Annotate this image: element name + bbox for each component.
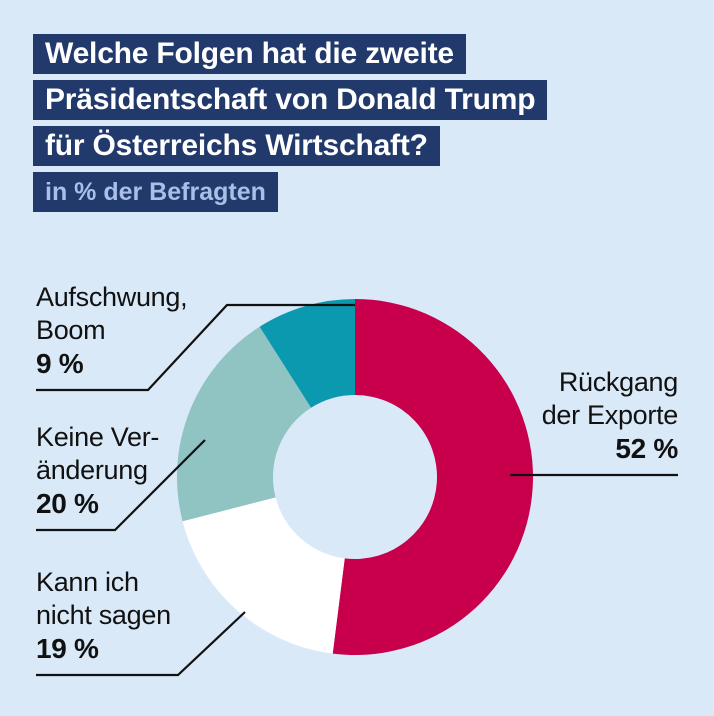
title-block: Welche Folgen hat die zweite Präsidentsc… [33,34,548,212]
leader-line-boom [36,303,355,392]
label-boom-pct: 9 % [36,348,84,379]
title-line-1: Welche Folgen hat die zweite [33,34,466,74]
slice-boom [259,299,355,408]
subtitle: in % der Befragten [33,172,278,212]
donut-slices [176,299,533,656]
label-exports-pct: 52 % [615,433,678,464]
label-nochange: Keine Ver- änderung 20 % [36,421,159,520]
leader-line-nochange [36,439,206,532]
label-boom: Aufschwung, Boom 9 % [36,281,188,380]
leader-lines [36,303,678,677]
label-exports-text: Rückgang der Exporte [541,367,679,430]
label-unsure-pct: 19 % [36,633,99,664]
label-nochange-text: Keine Ver- änderung [36,422,160,485]
slice-nochange [176,326,312,522]
label-nochange-pct: 20 % [36,488,99,519]
label-unsure-text: Kann ich nicht sagen [36,567,171,630]
slice-exports [332,299,533,656]
label-unsure: Kann ich nicht sagen 19 % [36,566,171,665]
slice-unsure [182,497,345,654]
title-line-3: für Österreichs Wirtschaft? [33,126,440,166]
title-line-2: Präsidentschaft von Donald Trump [33,80,548,120]
label-boom-text: Aufschwung, Boom [36,282,188,345]
label-exports: Rückgang der Exporte 52 % [541,366,679,465]
leader-line-unsure [36,611,246,677]
